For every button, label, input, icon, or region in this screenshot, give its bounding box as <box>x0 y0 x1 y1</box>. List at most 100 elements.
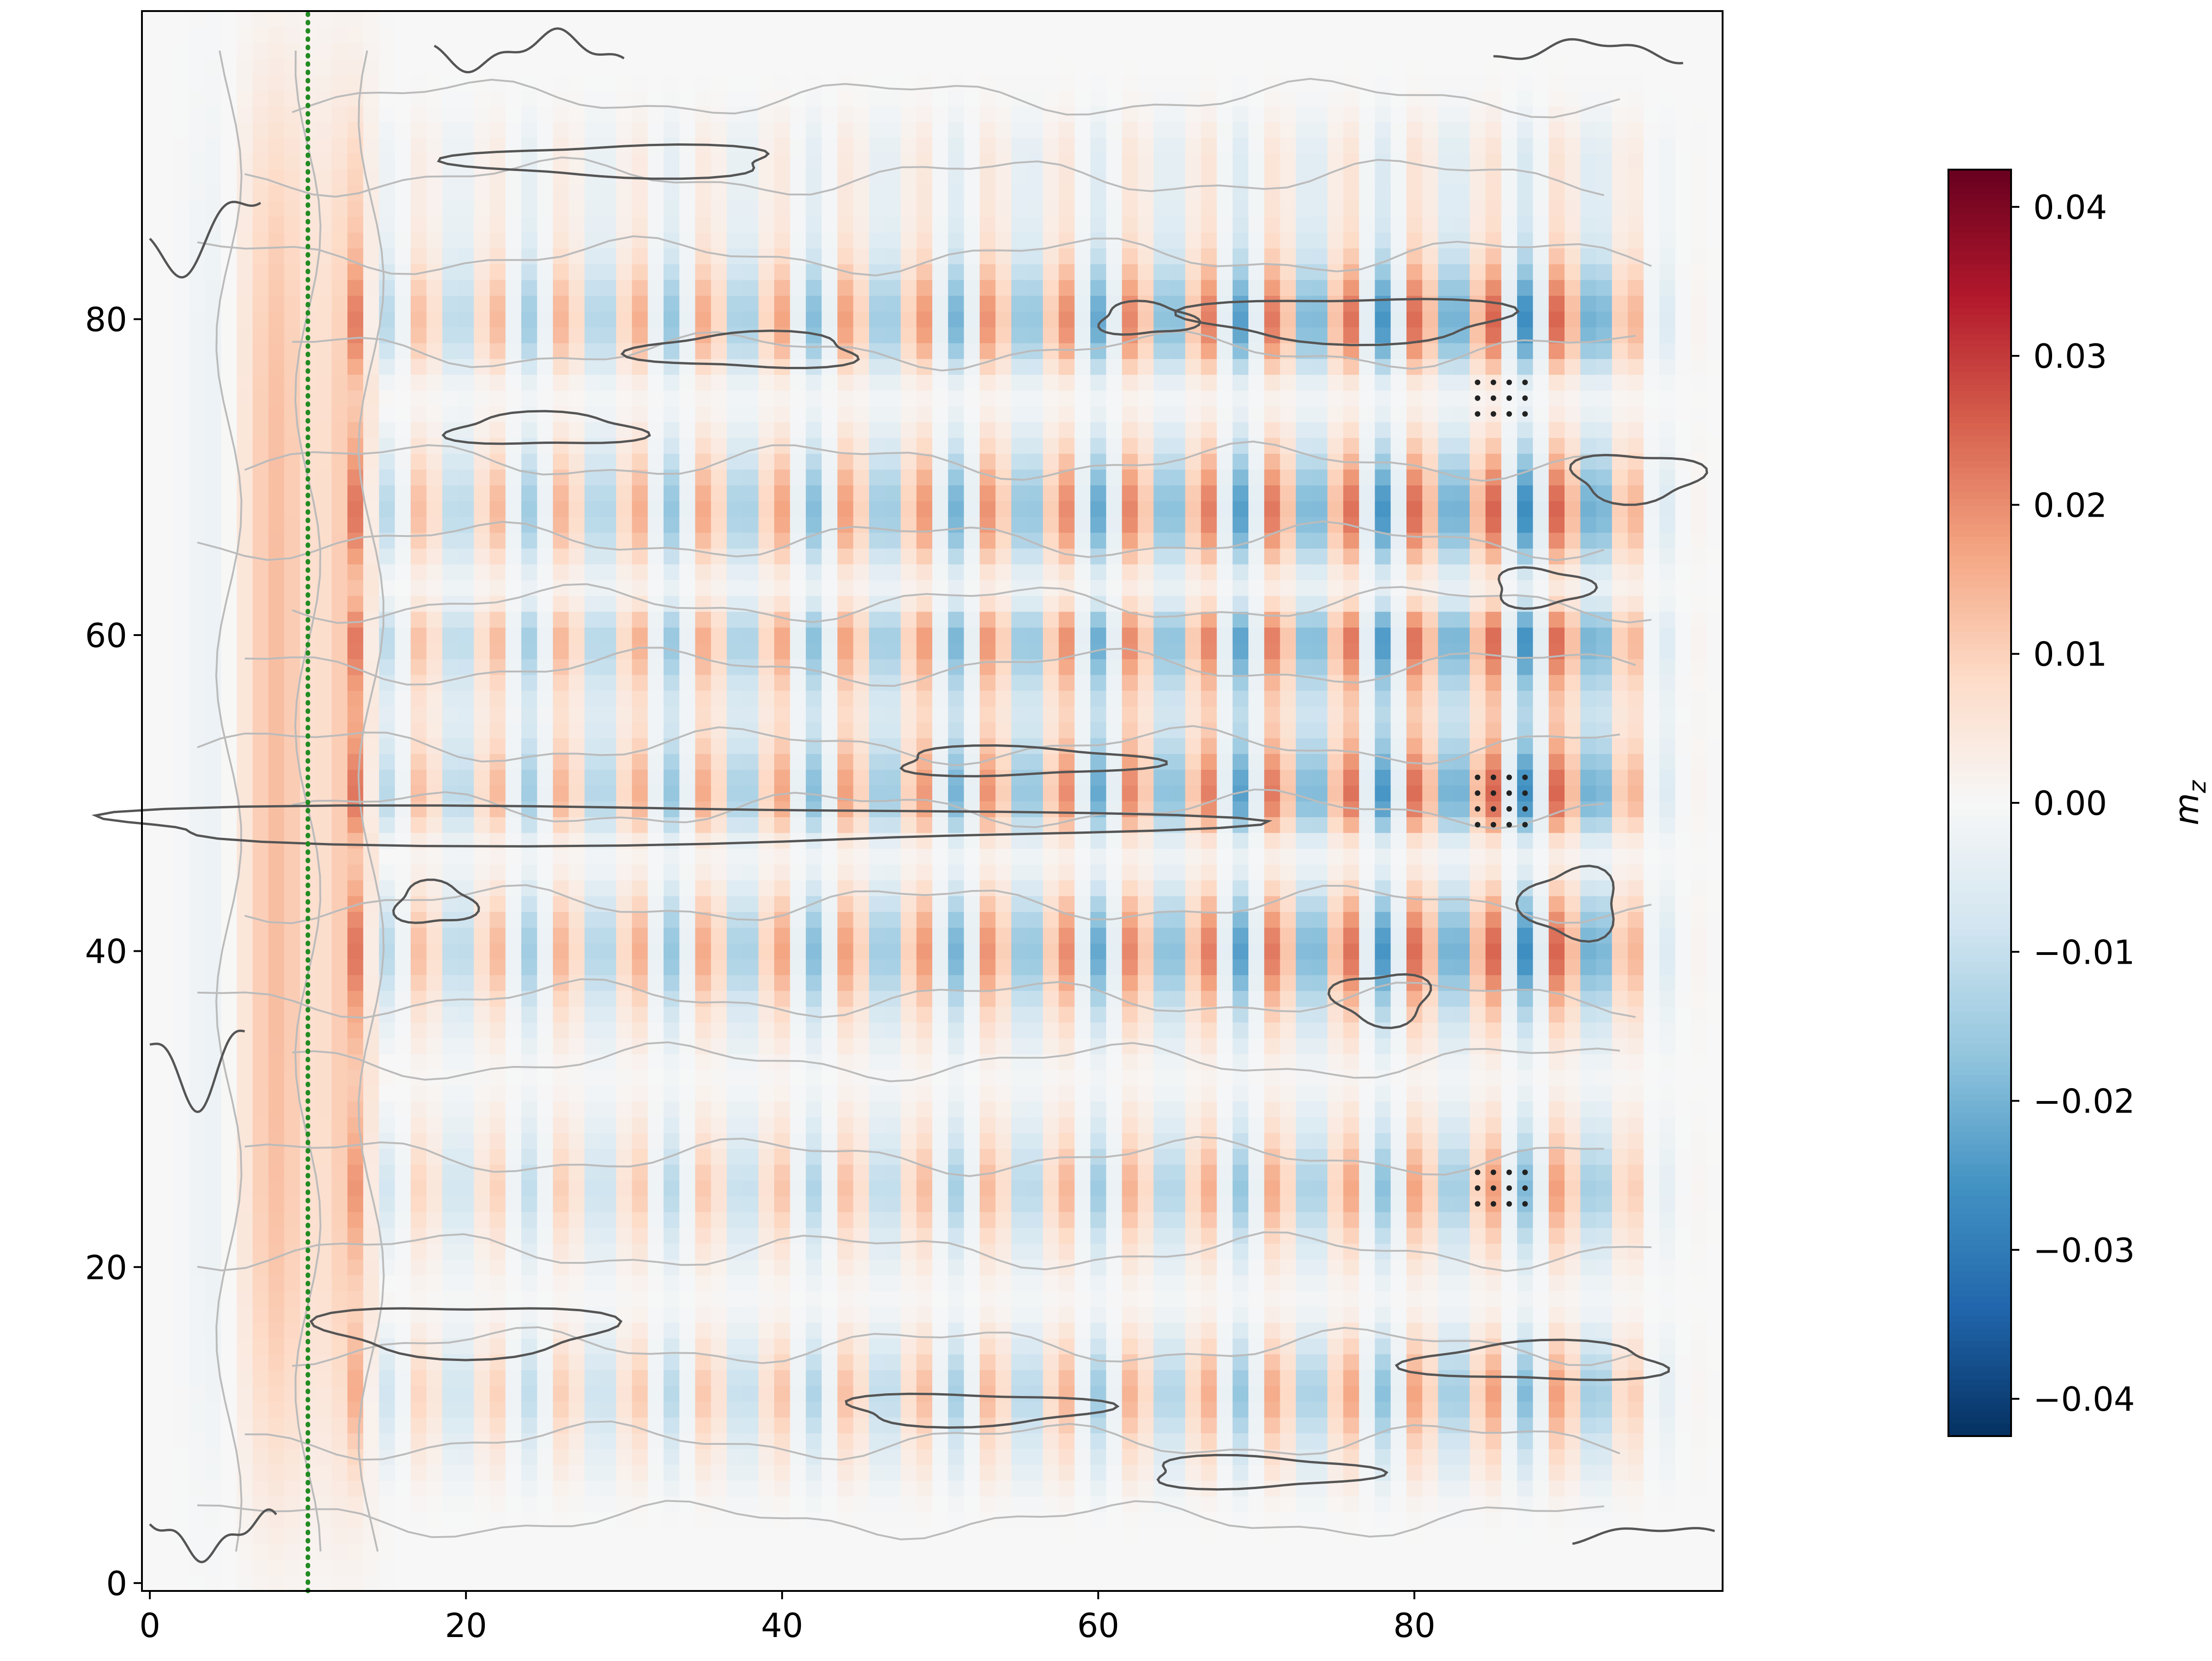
heatmap-cell <box>1691 1433 1707 1449</box>
heatmap-cell <box>853 1196 870 1213</box>
heatmap-cell <box>1090 1101 1107 1118</box>
heatmap-cell <box>1406 1038 1423 1054</box>
heatmap-cell <box>1643 1196 1660 1213</box>
heatmap-cell <box>1248 1117 1265 1133</box>
heatmap-cell <box>1390 1275 1407 1291</box>
heatmap-cell <box>1043 1449 1059 1465</box>
heatmap-cell <box>711 1512 727 1528</box>
heatmap-cell <box>1327 911 1344 928</box>
heatmap-cell <box>916 1101 933 1118</box>
heatmap-cell <box>837 1259 854 1276</box>
heatmap-cell <box>426 927 443 944</box>
heatmap-cell <box>647 1385 664 1402</box>
heatmap-cell <box>1565 911 1581 928</box>
heatmap-cell <box>1343 1022 1359 1038</box>
heatmap-cell <box>1106 1417 1123 1433</box>
heatmap-cell <box>853 1054 870 1070</box>
heatmap-cell <box>1612 1243 1628 1260</box>
heatmap-cell <box>1517 1243 1534 1260</box>
heatmap-cell <box>553 848 569 865</box>
heatmap-cell <box>1580 1575 1597 1591</box>
heatmap-cell <box>1706 1275 1723 1291</box>
heatmap-cell <box>695 1006 712 1023</box>
heatmap-cell <box>1406 1132 1423 1149</box>
heatmap-cell <box>1533 1290 1549 1307</box>
heatmap-cell <box>1280 1275 1296 1291</box>
heatmap-cell <box>1453 1054 1470 1070</box>
heatmap-cell <box>1011 801 1028 818</box>
heatmap-cell <box>442 1496 459 1513</box>
heatmap-cell <box>537 1496 553 1513</box>
heatmap-cell <box>458 1038 475 1054</box>
heatmap-cell <box>1359 1385 1376 1402</box>
heatmap-cell <box>505 1480 522 1497</box>
heatmap-cell <box>979 1480 996 1497</box>
heatmap-cell <box>1059 1196 1075 1213</box>
heatmap-cell <box>1485 911 1502 928</box>
heatmap-cell <box>1659 1164 1676 1181</box>
heatmap-cell <box>553 1212 569 1228</box>
heatmap-cell <box>1011 1085 1028 1102</box>
heatmap-cell <box>1691 1559 1707 1576</box>
heatmap-cell <box>1153 1512 1170 1528</box>
heatmap-cell <box>1643 1433 1660 1449</box>
heatmap-cell <box>489 1243 506 1260</box>
heatmap-cell <box>1706 1464 1723 1481</box>
heatmap-cell <box>948 864 965 881</box>
heatmap-cell <box>774 1243 791 1260</box>
heatmap-cell <box>679 1054 696 1070</box>
heatmap-cell <box>1217 1401 1233 1418</box>
heatmap-cell <box>1169 943 1186 960</box>
heatmap-cell <box>1580 1212 1597 1228</box>
heatmap-cell <box>569 1212 585 1228</box>
heatmap-cell <box>553 1085 569 1102</box>
heatmap-cell <box>442 1259 459 1276</box>
heatmap-cell <box>790 1117 806 1133</box>
heatmap-cell <box>806 1527 822 1544</box>
heatmap-cell <box>442 1212 459 1228</box>
heatmap-cell <box>1295 1464 1312 1481</box>
heatmap-cell <box>489 975 506 991</box>
heatmap-cell <box>158 1290 174 1307</box>
heatmap-cell <box>711 1385 727 1402</box>
heatmap-cell <box>158 911 174 928</box>
heatmap-cell <box>521 959 538 975</box>
heatmap-cell <box>1565 959 1581 975</box>
heatmap-cell <box>1295 1054 1312 1070</box>
heatmap-cell <box>569 1543 585 1560</box>
heatmap-cell <box>1422 1243 1439 1260</box>
heatmap-cell <box>521 1164 538 1181</box>
heatmap-cell <box>1675 1243 1692 1260</box>
heatmap-cell <box>253 1022 269 1038</box>
heatmap-cell <box>569 817 585 833</box>
heatmap-cell <box>900 1022 917 1038</box>
heatmap-cell <box>1295 1306 1312 1323</box>
heatmap-cell <box>1628 1149 1644 1165</box>
heatmap-cell <box>1596 817 1612 833</box>
heatmap-cell <box>1691 1022 1707 1038</box>
heatmap-cell <box>1675 1370 1692 1386</box>
heatmap-cell <box>1327 1149 1344 1165</box>
heatmap-cell <box>979 1559 996 1576</box>
heatmap-cell <box>1295 1196 1312 1213</box>
heatmap-cell <box>1406 1212 1423 1228</box>
heatmap-cell <box>379 1275 395 1291</box>
heatmap-cell <box>1169 927 1186 944</box>
heatmap-cell <box>363 911 380 928</box>
heatmap-cell <box>1628 1054 1644 1070</box>
heatmap-cell <box>711 1543 727 1560</box>
heatmap-cell <box>1470 1054 1486 1070</box>
heatmap-cell <box>1485 1259 1502 1276</box>
heatmap-cell <box>600 1496 617 1513</box>
heatmap-cell <box>1628 943 1644 960</box>
heatmap-cell <box>916 1496 933 1513</box>
heatmap-cell <box>1706 911 1723 928</box>
heatmap-cell <box>1232 1196 1249 1213</box>
heatmap-cell <box>1706 990 1723 1007</box>
heatmap-cell <box>1628 832 1644 849</box>
heatmap-cell <box>1438 1006 1454 1023</box>
heatmap-cell <box>758 1480 775 1497</box>
heatmap-cell <box>1217 801 1233 818</box>
heatmap-cell <box>1565 1417 1581 1433</box>
heatmap-cell <box>189 1543 206 1560</box>
